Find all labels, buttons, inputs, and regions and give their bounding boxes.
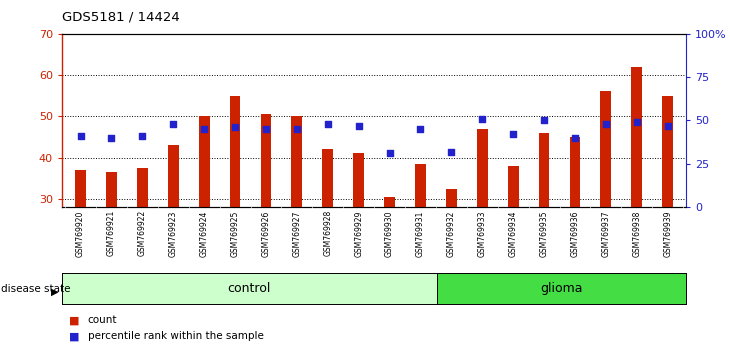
Text: GSM769937: GSM769937	[602, 210, 610, 257]
Text: GSM769939: GSM769939	[663, 210, 672, 257]
Text: count: count	[88, 315, 117, 325]
Bar	[477, 129, 488, 207]
Text: ▶: ▶	[51, 287, 58, 297]
Text: control: control	[228, 282, 271, 295]
Point	[260, 126, 272, 132]
Text: GSM769925: GSM769925	[231, 210, 239, 257]
Bar	[631, 67, 642, 207]
Point	[74, 133, 86, 139]
Text: GSM769933: GSM769933	[477, 210, 487, 257]
Bar	[415, 164, 426, 207]
Bar	[75, 170, 86, 207]
Text: ■: ■	[69, 315, 80, 325]
Point	[538, 118, 550, 123]
Text: GSM769927: GSM769927	[293, 210, 301, 257]
Bar	[601, 91, 611, 207]
Bar	[446, 188, 457, 207]
Text: GSM769926: GSM769926	[261, 210, 271, 257]
Text: GSM769931: GSM769931	[416, 210, 425, 257]
Point	[137, 133, 148, 139]
Bar	[137, 168, 147, 207]
Bar	[353, 153, 364, 207]
Text: GSM769935: GSM769935	[539, 210, 548, 257]
Text: disease state: disease state	[1, 284, 70, 293]
Text: GSM769938: GSM769938	[632, 210, 641, 257]
Bar	[168, 145, 179, 207]
Point	[662, 123, 674, 129]
Text: GSM769934: GSM769934	[509, 210, 518, 257]
Bar	[662, 96, 673, 207]
Point	[353, 123, 364, 129]
Point	[322, 121, 334, 127]
Text: GDS5181 / 14424: GDS5181 / 14424	[62, 11, 180, 24]
Text: percentile rank within the sample: percentile rank within the sample	[88, 331, 264, 341]
Point	[106, 135, 118, 141]
Text: GSM769929: GSM769929	[354, 210, 364, 257]
Bar	[261, 114, 272, 207]
Point	[631, 119, 642, 125]
Bar	[323, 149, 333, 207]
Text: GSM769932: GSM769932	[447, 210, 456, 257]
Text: GSM769922: GSM769922	[138, 210, 147, 256]
Text: GSM769921: GSM769921	[107, 210, 116, 256]
Text: glioma: glioma	[540, 282, 583, 295]
Point	[445, 149, 457, 154]
Text: GSM769923: GSM769923	[169, 210, 178, 257]
Text: ■: ■	[69, 331, 80, 341]
Point	[569, 135, 581, 141]
Text: GSM769924: GSM769924	[200, 210, 209, 257]
Point	[291, 126, 303, 132]
Point	[384, 150, 396, 156]
Text: GSM769930: GSM769930	[385, 210, 394, 257]
Bar	[569, 137, 580, 207]
Point	[477, 116, 488, 121]
Bar	[539, 133, 550, 207]
Point	[199, 126, 210, 132]
Bar	[384, 197, 395, 207]
Text: GSM769936: GSM769936	[570, 210, 580, 257]
Text: GSM769928: GSM769928	[323, 210, 332, 256]
Text: GSM769920: GSM769920	[76, 210, 85, 257]
Bar	[106, 172, 117, 207]
Bar	[291, 116, 302, 207]
Bar	[230, 96, 240, 207]
Point	[507, 131, 519, 137]
Point	[229, 125, 241, 130]
Point	[600, 121, 612, 127]
Bar	[508, 166, 518, 207]
Bar	[199, 116, 210, 207]
Point	[415, 126, 426, 132]
Point	[167, 121, 179, 127]
